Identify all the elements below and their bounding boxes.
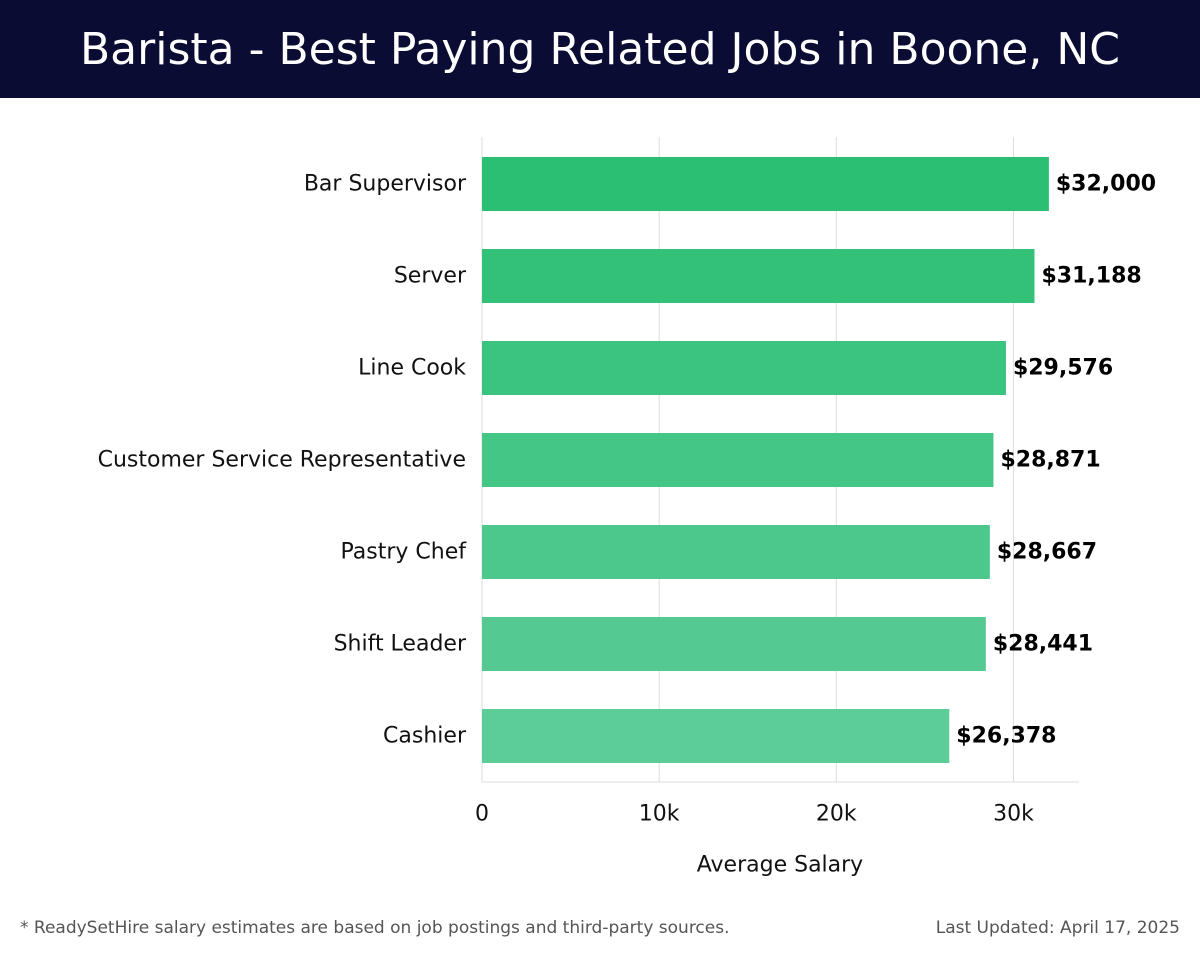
value-label-5: $28,441 [993,632,1093,657]
value-label-0: $32,000 [1056,172,1156,197]
x-axis-title: Average Salary [697,853,863,878]
category-label-6: Cashier [383,724,467,749]
value-label-2: $29,576 [1013,356,1113,381]
salary-bar-chart: Bar Supervisor $32,000 Server $31,188 Line C… [98,137,1156,878]
x-tick-label-1: 10k [639,802,680,827]
chart-title: Barista - Best Paying Related Jobs in Bo… [80,23,1120,75]
category-label-1: Server [394,264,467,289]
x-tick-label-0: 0 [475,802,489,827]
value-label-3: $28,871 [1000,448,1100,473]
bar-5 [482,617,986,671]
bar-3 [482,433,994,487]
last-updated: Last Updated: April 17, 2025 [935,918,1180,938]
value-label-6: $26,378 [956,724,1056,749]
x-tick-label-2: 20k [816,802,857,827]
category-label-2: Line Cook [358,356,466,381]
bar-2 [482,341,1006,395]
footer-note: * ReadySetHire salary estimates are base… [20,918,730,938]
x-tick-label-3: 30k [993,802,1034,827]
bar-6 [482,709,950,763]
bar-0 [482,157,1049,211]
category-label-4: Pastry Chef [341,540,468,565]
value-label-4: $28,667 [997,540,1097,565]
category-label-3: Customer Service Representative [98,448,466,473]
category-label-5: Shift Leader [334,632,467,657]
chart-header: Barista - Best Paying Related Jobs in Bo… [0,0,1200,98]
bar-1 [482,249,1035,303]
category-label-0: Bar Supervisor [304,172,467,197]
value-label-1: $31,188 [1041,264,1141,289]
bar-4 [482,525,990,579]
